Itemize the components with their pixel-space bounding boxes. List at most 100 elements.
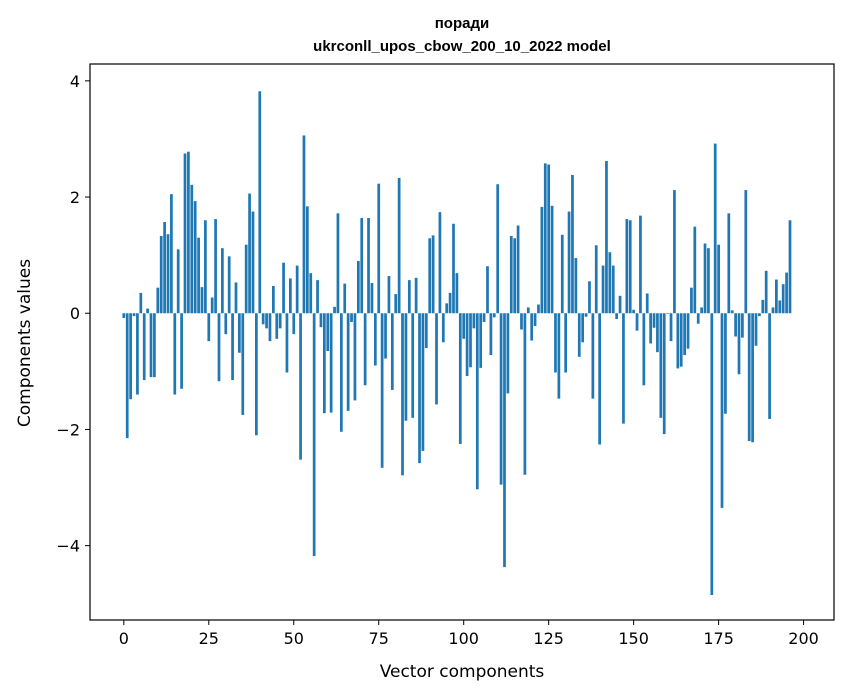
bar [255, 313, 258, 436]
bar [747, 313, 751, 442]
bar [414, 277, 418, 314]
bar [333, 306, 336, 314]
bar [469, 313, 472, 368]
bar [591, 313, 595, 399]
bar [499, 313, 503, 485]
bar [717, 244, 720, 314]
x-tick-label: 125 [533, 629, 564, 648]
bar [724, 313, 727, 414]
bar [775, 279, 778, 314]
x-tick-label: 75 [369, 629, 389, 648]
bar [163, 222, 166, 314]
bar [513, 238, 517, 314]
bar [217, 313, 221, 382]
bar [622, 313, 625, 424]
bar [312, 313, 316, 557]
bar [673, 190, 676, 314]
bar [526, 307, 530, 314]
bar [557, 313, 561, 399]
bar [326, 313, 330, 351]
bar [122, 313, 126, 318]
bar [227, 256, 231, 314]
bar [343, 283, 347, 314]
bar [676, 313, 680, 369]
bar [611, 265, 615, 314]
bar [180, 313, 183, 389]
bar [390, 313, 394, 390]
bar [785, 272, 788, 314]
bar [452, 223, 455, 314]
bar [428, 238, 432, 314]
bar [547, 164, 551, 314]
bar [567, 211, 571, 314]
bar [159, 235, 163, 314]
bar [642, 313, 646, 386]
bar [424, 313, 428, 349]
bar [367, 217, 370, 314]
x-tick-label: 150 [618, 629, 649, 648]
bar [496, 184, 500, 314]
bar [261, 313, 265, 325]
bar [632, 309, 635, 314]
bar [751, 313, 754, 443]
chart-title-line-1: поради [435, 15, 489, 32]
x-axis-label: Vector components [380, 662, 545, 682]
bar [652, 313, 656, 328]
bar [149, 313, 153, 378]
bar [734, 313, 737, 337]
bar [356, 260, 360, 314]
bar [713, 143, 717, 314]
chart-title-line-2: ukrconll_upos_cbow_200_10_2022 model [313, 38, 611, 55]
bar [479, 313, 483, 368]
bar [462, 313, 466, 339]
x-tick-label: 50 [284, 629, 304, 648]
bar [577, 313, 581, 357]
bar [170, 194, 173, 314]
bar [720, 313, 724, 508]
x-tick-label: 200 [788, 629, 819, 648]
bar [771, 307, 775, 314]
bar [707, 248, 710, 314]
y-tick-label: −2 [56, 420, 80, 439]
bar [690, 287, 693, 314]
bar [166, 234, 170, 314]
bar [615, 313, 619, 320]
bar [710, 313, 714, 596]
bar [370, 283, 374, 314]
bar [639, 215, 642, 314]
bar [489, 313, 493, 356]
bar [282, 262, 285, 314]
bar [448, 292, 452, 314]
bar [204, 220, 207, 314]
bar [292, 313, 296, 335]
bar [418, 313, 421, 464]
y-axis-label: Components values [15, 259, 35, 427]
bar [703, 243, 707, 314]
bar [322, 313, 326, 414]
bar [231, 313, 234, 381]
bar [153, 313, 156, 378]
bar [339, 313, 343, 432]
bar [543, 163, 547, 314]
bar [397, 177, 401, 314]
bar [278, 313, 282, 329]
bar [594, 245, 598, 314]
bar [455, 273, 459, 314]
bar [554, 313, 557, 373]
bar [309, 273, 313, 314]
bar [329, 313, 333, 413]
bar [305, 206, 309, 314]
bar [741, 313, 744, 338]
bar [207, 313, 211, 342]
bar [778, 300, 782, 314]
bar [346, 313, 350, 411]
bar [679, 313, 683, 367]
bar [550, 205, 554, 314]
bar [754, 313, 758, 346]
bar [492, 313, 496, 318]
bar [258, 91, 262, 314]
bar [265, 313, 268, 329]
bar [380, 313, 384, 468]
bar [588, 281, 591, 314]
bar [608, 252, 612, 314]
